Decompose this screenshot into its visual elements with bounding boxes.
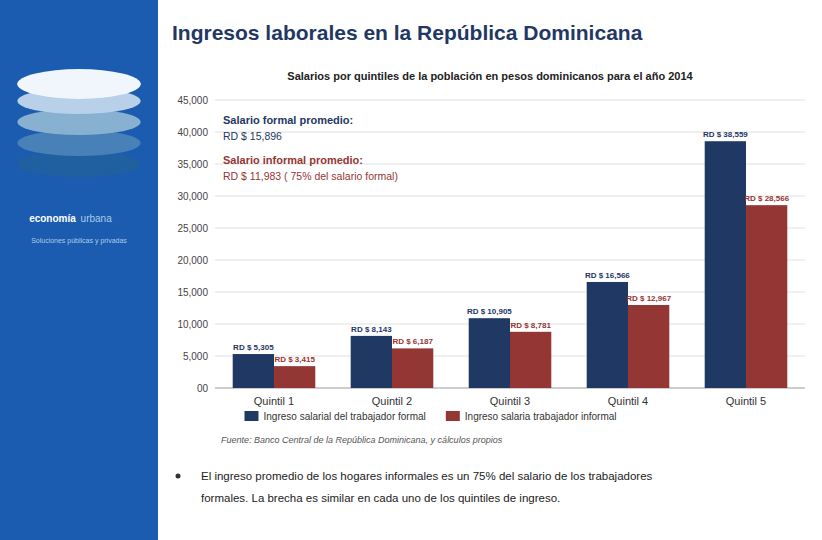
bar [469,318,510,388]
brand-name: economía [29,213,76,224]
data-label: RD $ 5,305 [233,343,274,352]
page: economía urbana Soluciones públicas y priv… [0,0,822,540]
data-label: RD $ 12,967 [626,294,671,303]
notes: El ingreso promedio de los hogares infor… [176,470,653,504]
logo [17,69,140,177]
brand-name: urbana [81,213,113,224]
bar [392,348,433,388]
y-tick-label: 00 [197,383,209,394]
data-label: RD $ 8,143 [351,325,392,334]
x-tick-label: Quintil 3 [490,395,530,407]
grid-line [215,100,805,101]
bar [510,332,551,388]
y-tick-label: 20,000 [177,255,208,266]
background [0,0,822,540]
y-tick-label: 5,000 [183,351,208,362]
note: formales. La brecha es similar en cada u… [201,492,560,504]
legend-swatch [245,411,259,421]
y-tick-label: 25,000 [177,223,208,234]
annotation: Salario informal promedio: [223,154,363,166]
annotation: RD $ 15,896 [223,130,282,142]
data-label: RD $ 38,559 [703,130,748,139]
bar [628,305,669,388]
y-tick-label: 15,000 [177,287,208,298]
annotations: Salario formal promedio: RD $ 15,896 Salar… [223,114,398,182]
subtitle: Salarios por quintiles de la población e… [287,70,693,82]
annotation: RD $ 11,983 ( 75% del salario formal) [223,170,398,182]
legend-swatch [446,411,460,421]
axes: 00 5,000 10,000 15,000 20,000 25,000 30,000 35,… [177,95,805,408]
y-tick-label: 40,000 [177,127,208,138]
title: Ingresos laborales en la República Domin… [172,21,643,44]
bar [587,282,628,388]
legend-label: Ingreso salarial del trabajador formal [264,411,426,422]
legend: Ingreso salarial del trabajador formal In… [245,411,617,422]
bar [274,366,315,388]
data-label: RD $ 28,566 [744,194,789,203]
logo-disk [17,69,140,99]
sidebar: economía urbana Soluciones públicas y priv… [0,0,158,540]
data-label: RD $ 6,187 [392,337,433,346]
bar [705,141,746,388]
brand-tagline: Soluciones públicas y privadas [31,237,127,245]
data-label: RD $ 10,905 [467,307,512,316]
y-tick-label: 45,000 [177,95,208,106]
annotation: Salario formal promedio: [223,114,353,126]
data-label: RD $ 8,781 [510,321,551,330]
x-tick-label: Quintil 5 [726,395,766,407]
data-label: RD $ 16,566 [585,271,630,280]
sidebar-panel [0,0,158,540]
x-tick-label: Quintil 4 [608,395,648,407]
legend-label: Ingreso salaria trabajador informal [465,411,617,422]
source: Fuente: Banco Central de la República Do… [221,435,503,445]
note: El ingreso promedio de los hogares infor… [201,470,653,482]
bar [351,336,392,388]
x-tick-label: Quintil 2 [372,395,412,407]
bar [233,354,274,388]
data-label: RD $ 3,415 [274,355,315,364]
bar [746,205,787,388]
bullet [176,474,181,479]
y-tick-label: 10,000 [177,319,208,330]
y-tick-label: 35,000 [177,159,208,170]
x-tick-label: Quintil 1 [254,395,294,407]
y-tick-label: 30,000 [177,191,208,202]
